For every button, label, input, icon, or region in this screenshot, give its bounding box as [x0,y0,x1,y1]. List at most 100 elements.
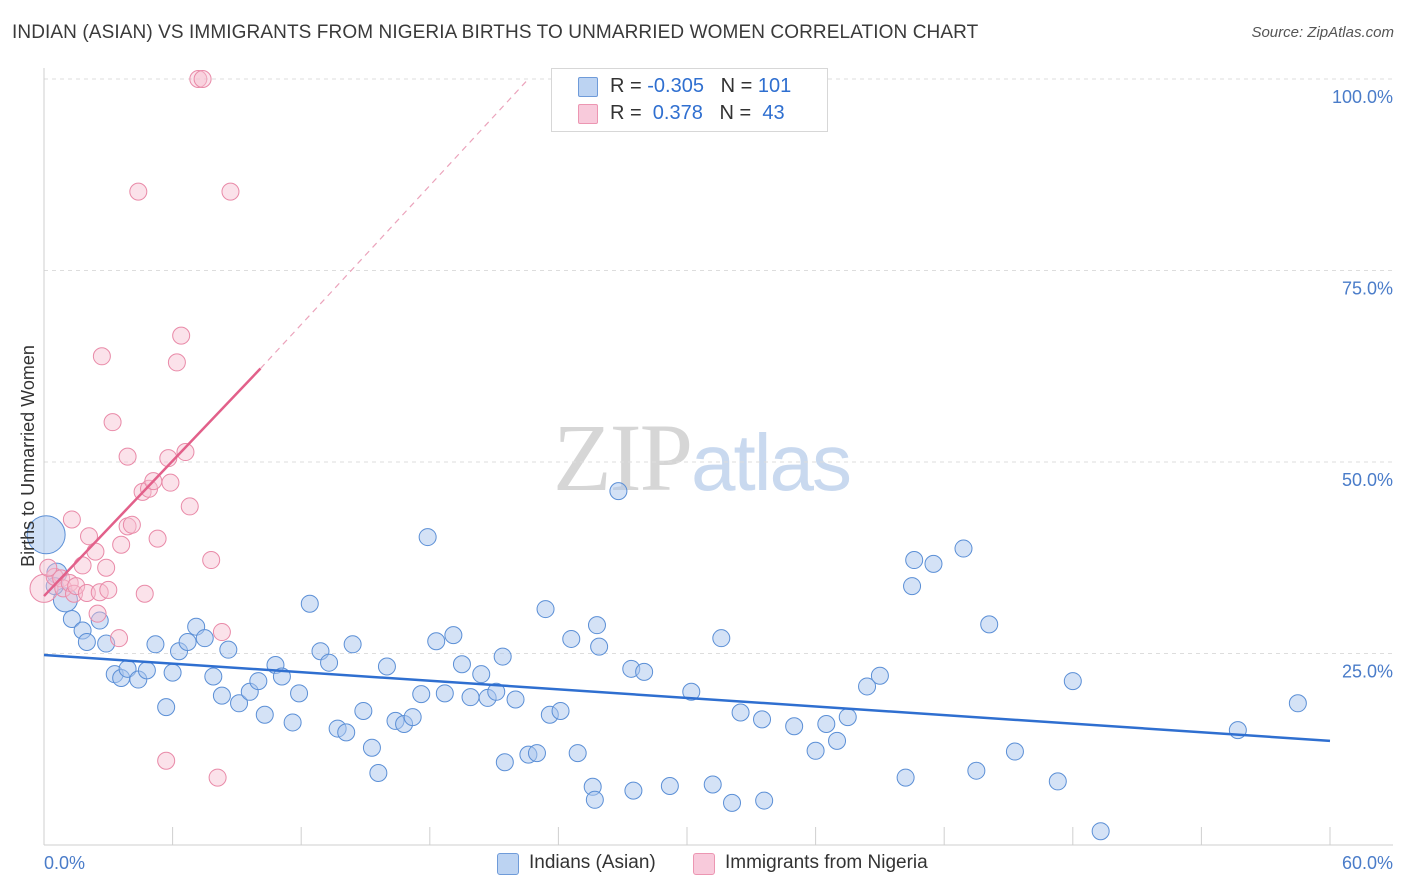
indians-point [967,761,986,780]
nigeria-point [62,510,81,529]
indians-point [635,662,654,681]
nigeria-point [86,542,105,561]
legend-n-label: N = [719,102,757,124]
indians-point [90,611,109,630]
indians-point [354,701,373,720]
indians-point [230,694,249,713]
indians-point [493,647,512,666]
indians-point [26,515,66,555]
y-tick-label: 50.0% [1342,470,1393,490]
indians-point [731,703,750,722]
nigeria-point [80,527,99,546]
indians-point [806,741,825,760]
indians-point [590,637,609,656]
nigeria-point [161,473,180,492]
nigeria-point [103,413,122,432]
bottom-legend-label-indians: Indians (Asian) [529,852,656,873]
y-axis-title: Births to Unmarried Women [18,345,38,567]
indians-point [870,666,889,685]
indians-point [377,657,396,676]
indians-point [753,710,772,729]
indians-point [905,551,924,570]
indians-point [412,685,431,704]
indians-point [369,763,388,782]
indians-point [452,655,471,674]
indians-point [1288,694,1307,713]
bottom-legend-swatch-nigeria [693,853,715,875]
indians-point [703,775,722,794]
y-tick-label: 75.0% [1342,279,1393,299]
nigeria-point [129,182,148,201]
nigeria-point [167,353,186,372]
nigeria-point [39,558,58,577]
x-tick-label-min: 0.0% [44,853,85,873]
nigeria-point [172,326,191,345]
indians-point [903,577,922,596]
indians-point [487,682,506,701]
nigeria-point [92,347,111,366]
series-indians-points [26,482,1307,841]
indians-point [403,708,422,727]
nigeria-point [212,623,231,642]
indians-point [624,781,643,800]
indians-point [924,554,943,573]
indians-point [828,731,847,750]
nigeria-point [202,551,221,570]
indians-point [896,768,915,787]
legend-swatch-indians [578,77,598,97]
nigeria-point [176,443,195,462]
indians-point [137,661,156,680]
legend-n-value: 43 [756,102,785,124]
nigeria-point [148,529,167,548]
indians-point [1048,772,1067,791]
indians-point [62,610,81,629]
indians-point [1005,742,1024,761]
legend-text-indians: R = -0.305 N = 101 [610,75,791,98]
indians-point [817,714,836,733]
indians-point [300,594,319,613]
y-tick-label: 25.0% [1342,662,1393,682]
legend-r-value: 0.378 [647,102,703,124]
indians-point [204,667,223,686]
indians-point [755,791,774,810]
nigeria-point [67,577,86,596]
indians-point [785,717,804,736]
nigeria-point [193,70,212,88]
indians-point [163,663,182,682]
nigeria-point [221,182,240,201]
bottom-legend-label-nigeria: Immigrants from Nigeria [725,852,928,873]
indians-point [77,633,96,652]
legend-r-label: R = [610,102,648,124]
indians-point [52,587,78,613]
axes [43,68,1393,846]
indians-point [320,653,339,672]
nigeria-point [29,573,59,603]
legend-n-label: N = [720,75,758,97]
nigeria-point [112,535,131,554]
nigeria-point [208,768,227,787]
nigeria-point [73,556,92,575]
correlation-legend: R = -0.305 N = 101 R = 0.378 N = 43 [551,68,828,132]
indians-point [1091,822,1110,841]
indians-point [1063,672,1082,691]
indians-point [343,635,362,654]
x-tick-label-max: 60.0% [1342,853,1393,873]
indians-point [212,686,231,705]
legend-text-nigeria: R = 0.378 N = 43 [610,102,785,125]
nigeria-point [77,583,96,602]
axis-labels: 100.0% 75.0% 50.0% 25.0% 0.0% 60.0% Births to … [18,87,1393,873]
nigeria-point [135,584,154,603]
nigeria-point [189,70,208,88]
indians-point [536,600,555,619]
indians-point [682,682,701,701]
chart-title: INDIAN (ASIAN) VS IMMIGRANTS FROM NIGERI… [12,22,979,43]
indians-point [568,744,587,763]
nigeria-trend-extension [260,78,529,369]
indians-point [527,744,546,763]
nigeria-trend-line [43,367,262,597]
indians-point [461,688,480,707]
indians-point [562,629,581,648]
indians-point [712,629,731,648]
indians-point [195,629,214,648]
